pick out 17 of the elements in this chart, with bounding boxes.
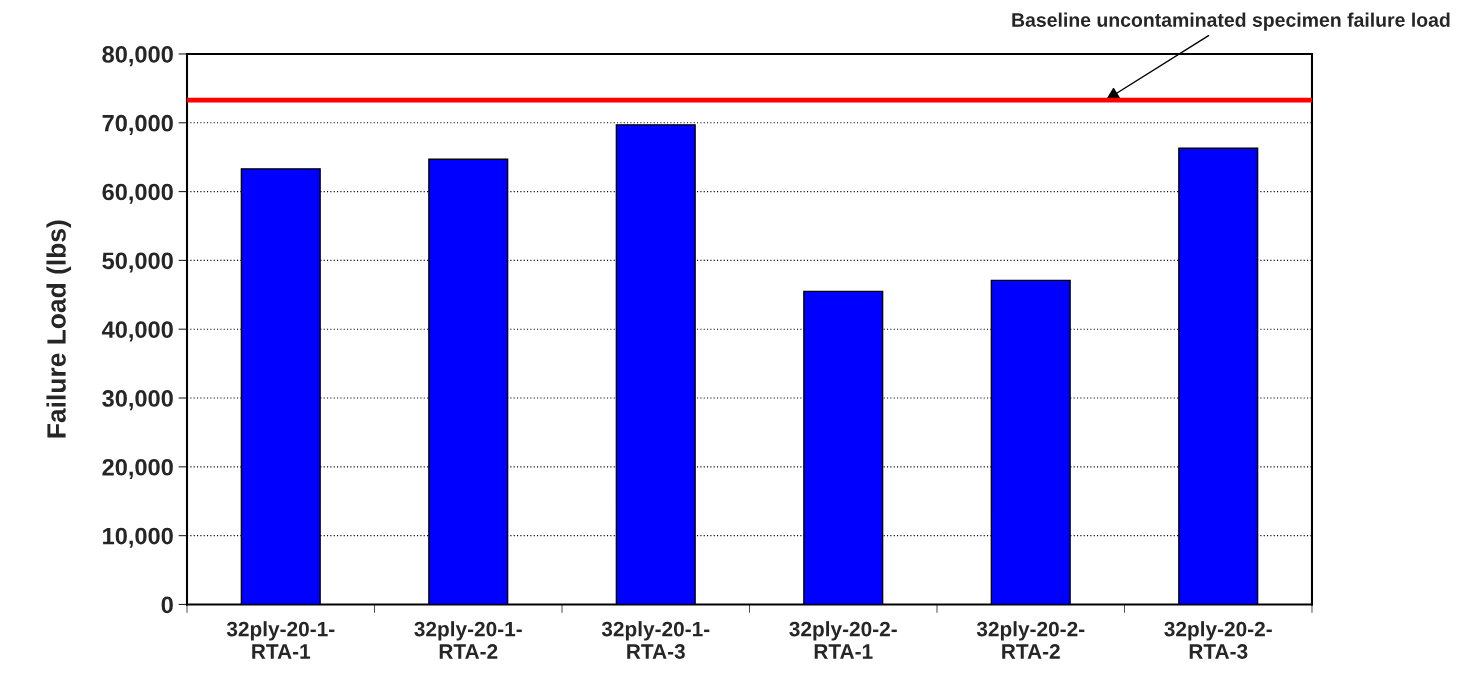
x-tick-label: 32ply-20-1- RTA-3 [601,621,710,659]
y-tick-label: 0 [161,596,173,614]
x-tick-label: 32ply-20-2- RTA-1 [789,621,897,659]
y-tick-label: 40,000 [101,321,173,342]
y-tick-label: 30,000 [102,390,173,411]
y-tick-label: 70,000 [102,114,173,135]
y-tick-label: 50,000 [102,252,173,273]
y-tick-label: 20,000 [102,458,173,480]
x-tick-label: 32ply-20-2- RTA-3 [1164,621,1272,659]
ref-line-label: Baseline uncontaminated specimen failure load [1012,12,1450,31]
x-tick-label: 32ply-20-1- RTA-1 [226,621,335,659]
y-tick-label: 80,000 [102,46,173,67]
y-tick-label: 60,000 [102,183,173,204]
y-tick-label: 10,000 [103,527,173,548]
x-tick-label: 32ply-20-2- RTA-2 [976,621,1085,659]
y-axis-title: Failure Load (lbs) [46,220,72,438]
x-tick-label: 32ply-20-1- RTA-2 [414,621,522,659]
